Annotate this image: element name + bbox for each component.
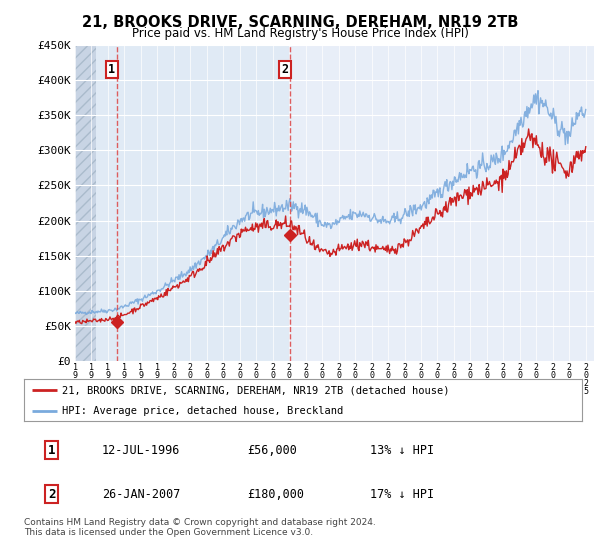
Bar bbox=[75, 45, 97, 361]
Text: 1: 1 bbox=[48, 444, 56, 457]
Text: 21, BROOKS DRIVE, SCARNING, DEREHAM, NR19 2TB (detached house): 21, BROOKS DRIVE, SCARNING, DEREHAM, NR1… bbox=[62, 385, 449, 395]
Text: 17% ↓ HPI: 17% ↓ HPI bbox=[370, 488, 434, 501]
Text: Contains HM Land Registry data © Crown copyright and database right 2024.
This d: Contains HM Land Registry data © Crown c… bbox=[24, 518, 376, 538]
Text: 2: 2 bbox=[282, 63, 289, 76]
Text: 12-JUL-1996: 12-JUL-1996 bbox=[102, 444, 181, 457]
Text: 13% ↓ HPI: 13% ↓ HPI bbox=[370, 444, 434, 457]
Text: HPI: Average price, detached house, Breckland: HPI: Average price, detached house, Brec… bbox=[62, 405, 343, 416]
Text: 26-JAN-2007: 26-JAN-2007 bbox=[102, 488, 181, 501]
Bar bbox=[97, 45, 290, 361]
Text: 1: 1 bbox=[109, 63, 115, 76]
Text: 2: 2 bbox=[48, 488, 56, 501]
Text: 21, BROOKS DRIVE, SCARNING, DEREHAM, NR19 2TB: 21, BROOKS DRIVE, SCARNING, DEREHAM, NR1… bbox=[82, 15, 518, 30]
Text: Price paid vs. HM Land Registry's House Price Index (HPI): Price paid vs. HM Land Registry's House … bbox=[131, 27, 469, 40]
Text: £180,000: £180,000 bbox=[247, 488, 304, 501]
Text: £56,000: £56,000 bbox=[247, 444, 297, 457]
